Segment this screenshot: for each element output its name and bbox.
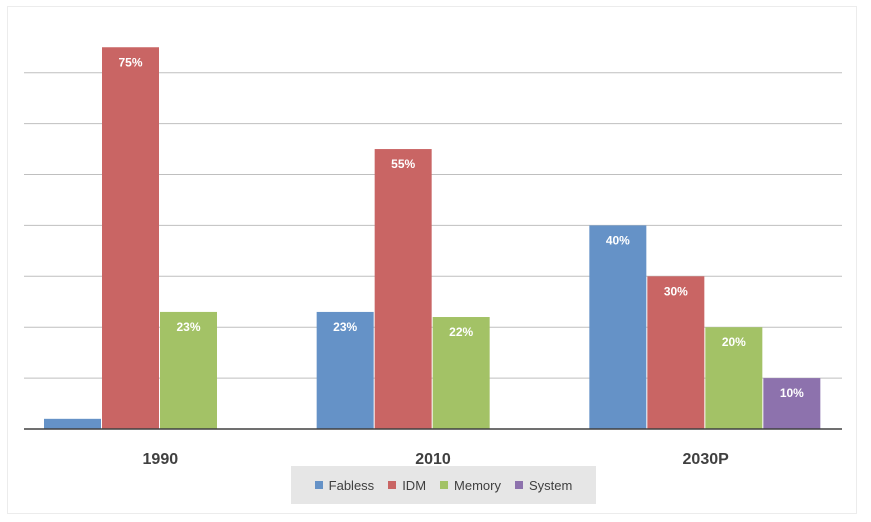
x-tick-label: 2030P	[683, 451, 730, 468]
bar-fabless-2010	[316, 311, 374, 429]
legend-item-memory: Memory	[440, 478, 501, 493]
legend-item-idm: IDM	[388, 478, 426, 493]
data-label: 75%	[118, 55, 142, 69]
x-tick-label: 1990	[143, 451, 179, 468]
legend-label: System	[528, 477, 573, 493]
data-label: 23%	[176, 320, 200, 334]
bar-memory-2030p	[705, 327, 763, 429]
data-label: 22%	[449, 325, 473, 339]
bar-idm-2030p	[647, 276, 705, 429]
bar-memory-2010	[432, 317, 490, 429]
data-label: 10%	[780, 386, 804, 400]
data-label: 23%	[333, 320, 357, 334]
legend-swatch	[314, 481, 323, 489]
data-label: 20%	[722, 335, 746, 349]
legend-label: IDM	[402, 477, 427, 493]
data-label: 30%	[664, 284, 688, 298]
data-label: 55%	[391, 157, 415, 171]
bar-idm-1990	[102, 47, 159, 429]
bar-fabless-1990	[44, 418, 101, 429]
legend-label: Memory	[454, 477, 501, 493]
chart-legend: Fabless IDM Memory System	[291, 466, 596, 504]
legend-item-system: System	[514, 477, 573, 493]
legend-label: Fabless	[328, 477, 375, 493]
legend-swatch	[514, 481, 523, 489]
x-tick-label: 2010	[415, 451, 451, 468]
bar-fabless-2030p	[589, 225, 647, 429]
legend-swatch	[440, 481, 449, 489]
bar-idm-2010	[374, 149, 432, 430]
bar-system-2030p	[763, 378, 821, 429]
bar-memory-1990	[160, 311, 217, 429]
legend-item-fabless: Fabless	[314, 477, 375, 493]
legend-swatch	[388, 481, 397, 489]
data-label: 40%	[606, 233, 630, 247]
